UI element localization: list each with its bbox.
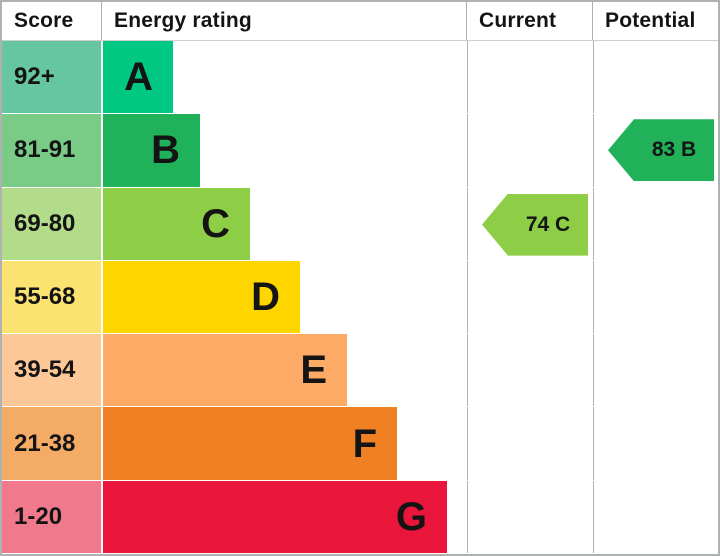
current-column-divider — [467, 41, 468, 554]
score-range-cell: 69-80 — [2, 187, 101, 260]
band-row-b: 81-91 B — [2, 114, 718, 188]
rating-band-bar-e: E — [103, 334, 347, 407]
rating-band-bar-g: G — [103, 480, 447, 553]
rating-band-bar-c: C — [103, 187, 250, 260]
band-row-c: 69-80 C — [2, 187, 718, 261]
potential-column-divider — [593, 41, 594, 554]
score-range-cell: 1-20 — [2, 480, 101, 553]
band-row-a: 92+ A — [2, 41, 718, 115]
band-rows: 92+ A 81-91 B 69-80 C 55-68 D 39-54 E 21… — [2, 41, 718, 554]
score-range-cell: 81-91 — [2, 114, 101, 187]
column-header-score: Score — [2, 2, 102, 40]
column-header-potential: Potential — [605, 9, 696, 32]
header-row: Score Energy rating Current Potential — [2, 2, 718, 41]
band-row-e: 39-54 E — [2, 334, 718, 408]
rating-band-bar-b: B — [103, 114, 200, 187]
score-range-cell: 55-68 — [2, 260, 101, 334]
column-header-energy-rating: Energy rating — [102, 2, 467, 40]
chart-body: 92+ A 81-91 B 69-80 C 55-68 D 39-54 E 21… — [2, 41, 718, 554]
score-range-cell: 21-38 — [2, 407, 101, 480]
potential-rating-arrow: 83 B — [608, 119, 714, 182]
rating-band-bar-d: D — [103, 260, 300, 334]
band-row-f: 21-38 F — [2, 407, 718, 481]
score-range-cell: 92+ — [2, 41, 101, 114]
current-rating-arrow: 74 C — [482, 193, 588, 256]
column-header-current: Current — [467, 2, 593, 40]
band-row-d: 55-68 D — [2, 260, 718, 335]
rating-band-bar-f: F — [103, 407, 397, 480]
band-row-g: 1-20 G — [2, 480, 718, 554]
rating-band-bar-a: A — [103, 41, 173, 114]
score-range-cell: 39-54 — [2, 334, 101, 407]
